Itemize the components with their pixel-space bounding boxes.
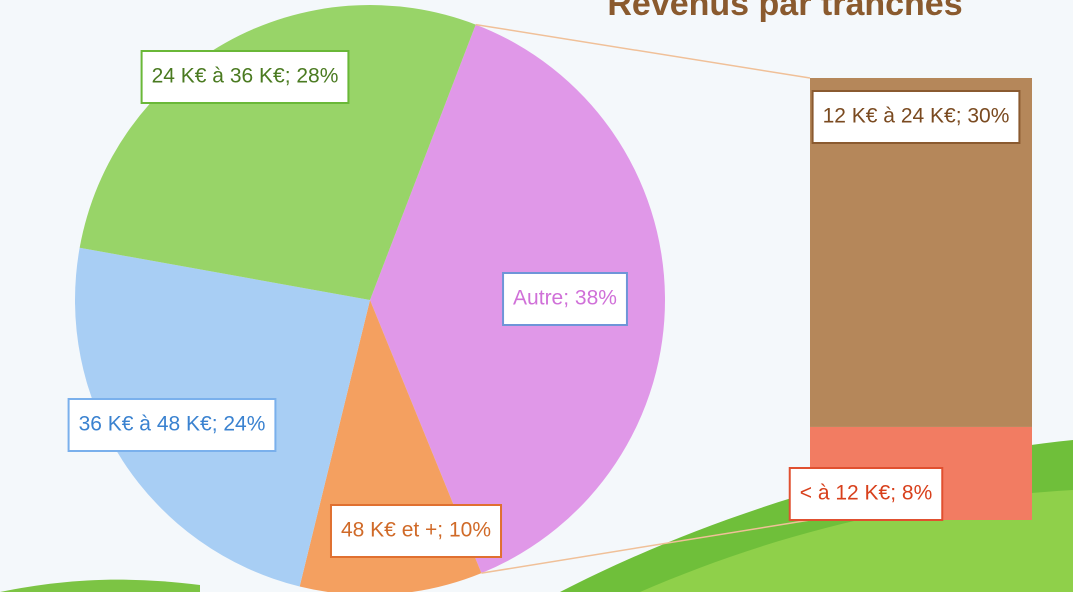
- hill-left: [0, 579, 200, 592]
- data-label-box: [788, 467, 944, 521]
- data-label-box: [811, 90, 1021, 144]
- data-label-box: [67, 398, 277, 452]
- data-label: < à 12 K€; 8%: [800, 482, 933, 505]
- data-label: Autre; 38%: [513, 287, 617, 310]
- connector-line: [475, 23, 811, 79]
- data-label-box: [502, 272, 628, 326]
- chart-title: Revenus par tranches: [607, 0, 962, 23]
- data-label-box: [329, 504, 503, 558]
- data-label: 24 K€ à 36 K€; 28%: [152, 65, 339, 88]
- data-label: 48 K€ et +; 10%: [341, 519, 491, 542]
- data-label-box: [140, 50, 350, 104]
- data-label: 12 K€ à 24 K€; 30%: [823, 105, 1010, 128]
- data-label: 36 K€ à 48 K€; 24%: [79, 413, 266, 436]
- connector-line: [481, 519, 811, 574]
